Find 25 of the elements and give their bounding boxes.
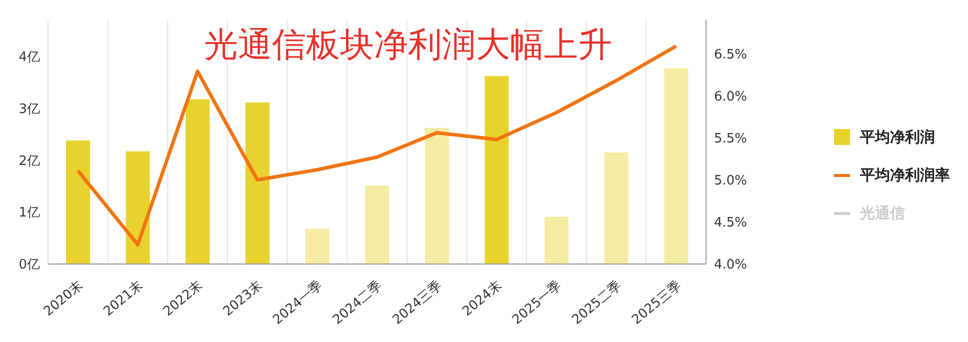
bar [664, 68, 688, 264]
y2-tick-label: 5.0% [714, 173, 748, 188]
bar [424, 128, 449, 264]
bar [544, 216, 569, 264]
y2-tick-label: 5.5% [714, 131, 748, 146]
y-tick-label: 4亿 [18, 50, 40, 65]
y-tick-label: 2亿 [18, 154, 40, 169]
bar [604, 152, 628, 264]
bar [305, 228, 330, 264]
y-tick-label: 0亿 [18, 258, 40, 273]
bar [365, 186, 390, 264]
y2-tick-label: 4.5% [714, 216, 748, 231]
y2-tick-label: 6.5% [714, 47, 748, 62]
legend-label: 平均净利润率 [860, 165, 950, 186]
bar [186, 99, 210, 264]
bar [484, 76, 509, 264]
bar [245, 102, 270, 264]
bar [126, 151, 150, 264]
chart-title: 光通信板块净利润大幅上升 [203, 24, 613, 67]
y2-tick-label: 6.0% [714, 89, 748, 104]
y-tick-label: 3亿 [18, 102, 40, 117]
y2-tick-label: 4.0% [714, 258, 748, 273]
bar [66, 140, 90, 264]
legend-label: 平均净利润 [860, 127, 935, 148]
y-tick-label: 1亿 [18, 206, 40, 221]
